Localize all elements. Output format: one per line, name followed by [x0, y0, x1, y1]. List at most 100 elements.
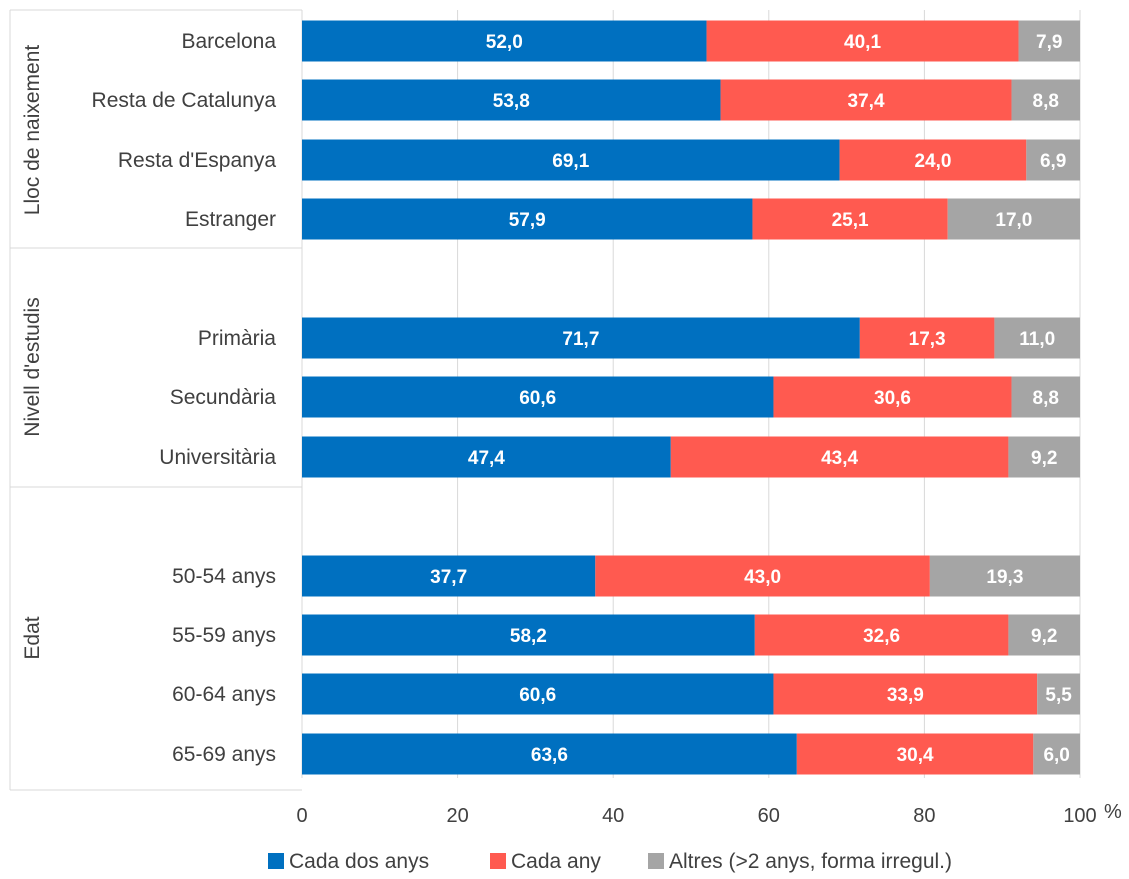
category-label: 60-64 anys [172, 683, 276, 706]
category-label: 55-59 anys [172, 624, 276, 647]
bar-segment [752, 198, 948, 240]
data-label: 53,8 [493, 91, 530, 112]
bar-segment [994, 317, 1080, 359]
category-label: 50-54 anys [172, 565, 276, 588]
legend-item: Altres (>2 anys, forma irregul.) [648, 850, 952, 873]
data-label: 7,9 [1036, 32, 1062, 53]
legend-label: Cada any [511, 850, 601, 873]
bar-segment [302, 555, 596, 597]
data-label: 8,8 [1033, 91, 1059, 112]
data-label: 71,7 [562, 329, 599, 350]
bar-segment [796, 733, 1034, 775]
data-label: 63,6 [531, 745, 568, 766]
bar-segment [302, 376, 774, 418]
bar-segment [773, 376, 1012, 418]
x-tick-label: 80 [913, 805, 935, 827]
x-tick-label: 60 [758, 805, 780, 827]
bar-segment [773, 673, 1038, 715]
bar-segment [302, 673, 774, 715]
x-axis-ticks: 0 20 40 60 80 100 [296, 805, 1096, 827]
category-label: Resta de Catalunya [92, 89, 277, 112]
group-label: Nivell d'estudis [21, 297, 44, 436]
bar-segment [302, 733, 797, 775]
bar-segment [302, 20, 707, 62]
bar-segment [929, 555, 1080, 597]
data-label: 58,2 [510, 626, 547, 647]
bar-segment [302, 139, 840, 181]
data-label: 6,0 [1043, 745, 1069, 766]
bar-segment [1018, 20, 1080, 62]
x-tick-label: 40 [602, 805, 624, 827]
category-label: Universitària [159, 446, 276, 469]
data-label: 19,3 [986, 567, 1023, 588]
data-label: 57,9 [509, 210, 546, 231]
data-label: 6,9 [1040, 151, 1066, 172]
bar-segment [302, 317, 860, 359]
category-labels: Barcelona Resta de Catalunya Resta d'Espan… [92, 30, 277, 766]
group-label: Lloc de naixement [21, 45, 44, 216]
legend-swatch [648, 853, 664, 869]
legend-label: Altres (>2 anys, forma irregul.) [669, 850, 952, 873]
bar-segment [720, 79, 1012, 121]
category-label: Secundària [170, 386, 277, 409]
x-tick-label: 100 [1063, 805, 1096, 827]
legend-swatch [268, 853, 284, 869]
data-label: 40,1 [844, 32, 881, 53]
bar-segment [302, 198, 753, 240]
data-label: 37,7 [430, 567, 467, 588]
bar-segment [302, 79, 721, 121]
group-label: Edat [21, 616, 44, 659]
bar-segment [1026, 139, 1080, 181]
data-label: 8,8 [1033, 388, 1059, 409]
bar-segment [1033, 733, 1080, 775]
data-label: 9,2 [1031, 626, 1057, 647]
data-label: 37,4 [848, 91, 885, 112]
data-label: 60,6 [519, 685, 556, 706]
bar-segment [670, 436, 1009, 478]
category-label: Resta d'Espanya [118, 149, 276, 172]
bar-segment [839, 139, 1027, 181]
data-label: 5,5 [1045, 685, 1072, 706]
x-tick-label: 0 [296, 805, 307, 827]
bar-segment [706, 20, 1019, 62]
data-label: 60,6 [519, 388, 556, 409]
bar-segment [302, 436, 671, 478]
legend: Cada dos anys Cada any Altres (>2 anys, fo… [268, 850, 952, 873]
data-label: 69,1 [552, 151, 589, 172]
bar-segment [595, 555, 930, 597]
legend-item: Cada dos anys [268, 850, 429, 873]
data-label: 24,0 [914, 151, 951, 172]
legend-item: Cada any [490, 850, 601, 873]
data-label: 43,4 [821, 448, 858, 469]
bar-segment [1011, 79, 1080, 121]
bar-segment [1008, 436, 1080, 478]
x-axis-unit: % [1104, 801, 1122, 823]
data-label: 30,4 [897, 745, 934, 766]
data-label: 25,1 [832, 210, 869, 231]
data-label: 11,0 [1019, 329, 1055, 350]
group-labels: Lloc de naixement Nivell d'estudis Edat [21, 45, 44, 660]
x-tick-label: 20 [446, 805, 468, 827]
bar-segment [302, 614, 755, 656]
bars [302, 20, 1080, 775]
data-label: 47,4 [468, 448, 505, 469]
legend-swatch [490, 853, 506, 869]
category-label: Primària [198, 327, 276, 350]
bar-segment [947, 198, 1080, 240]
category-label: 65-69 anys [172, 743, 276, 766]
bar-segment [1037, 673, 1080, 715]
data-label: 32,6 [863, 626, 900, 647]
bar-segment [859, 317, 995, 359]
data-label: 43,0 [744, 567, 781, 588]
data-label: 9,2 [1031, 448, 1057, 469]
data-label: 33,9 [887, 685, 924, 706]
data-label: 17,0 [995, 210, 1032, 231]
data-label: 52,0 [486, 32, 523, 53]
category-label: Barcelona [181, 30, 276, 53]
data-label: 30,6 [874, 388, 911, 409]
bar-segment [1011, 376, 1080, 418]
bar-segment [754, 614, 1009, 656]
legend-label: Cada dos anys [289, 850, 429, 873]
category-label: Estranger [185, 208, 276, 231]
